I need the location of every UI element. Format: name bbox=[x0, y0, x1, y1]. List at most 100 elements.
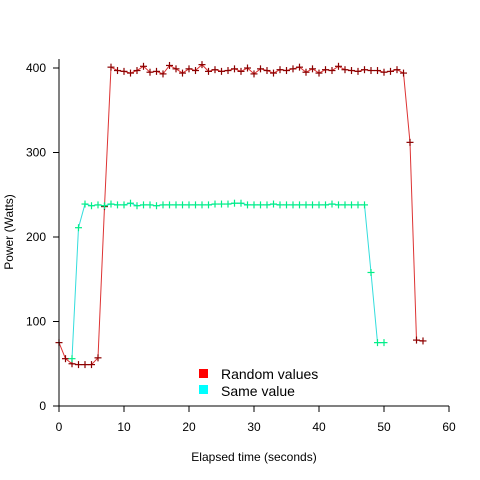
data-point-random-values-3 bbox=[75, 361, 82, 369]
data-point-same-value-15 bbox=[166, 201, 173, 209]
data-point-same-value-38 bbox=[315, 201, 323, 209]
y-ticks: 0 100 200 300 400 bbox=[26, 61, 59, 413]
data-point-random-values-22 bbox=[198, 61, 206, 69]
legend-swatch-same-value bbox=[199, 385, 208, 394]
data-point-same-value-2 bbox=[81, 200, 89, 208]
data-point-random-values-32 bbox=[263, 67, 271, 75]
data-point-random-values-13 bbox=[140, 62, 147, 70]
data-point-random-values-45 bbox=[348, 67, 355, 75]
y-tick-label-200: 200 bbox=[26, 230, 46, 244]
data-point-same-value-28 bbox=[250, 201, 258, 209]
data-point-random-values-12 bbox=[133, 67, 141, 75]
data-point-random-values-54 bbox=[406, 138, 414, 146]
data-point-same-value-14 bbox=[159, 201, 167, 209]
data-point-random-values-5 bbox=[88, 361, 95, 369]
data-point-random-values-31 bbox=[257, 65, 264, 73]
data-point-random-values-35 bbox=[283, 67, 290, 75]
axes bbox=[58, 59, 449, 407]
data-point-random-values-34 bbox=[276, 66, 284, 74]
x-tick-label-60: 60 bbox=[442, 420, 456, 434]
data-point-same-value-6 bbox=[107, 200, 115, 208]
data-point-same-value-11 bbox=[140, 201, 147, 209]
data-point-same-value-44 bbox=[354, 201, 362, 209]
data-point-random-values-20 bbox=[185, 65, 193, 73]
data-point-random-values-10 bbox=[120, 67, 128, 75]
data-point-random-values-11 bbox=[127, 69, 134, 77]
data-point-random-values-29 bbox=[244, 64, 251, 72]
data-point-random-values-55 bbox=[413, 336, 420, 344]
legend: Random values Same value bbox=[199, 366, 318, 399]
data-point-random-values-48 bbox=[367, 67, 375, 75]
data-point-random-values-51 bbox=[387, 67, 394, 75]
data-point-random-values-44 bbox=[341, 66, 349, 74]
plot-markers bbox=[55, 61, 427, 369]
data-point-random-values-28 bbox=[237, 67, 245, 75]
data-point-random-values-27 bbox=[231, 65, 238, 73]
data-point-same-value-8 bbox=[120, 201, 128, 209]
data-point-same-value-23 bbox=[218, 200, 225, 208]
data-point-same-value-29 bbox=[257, 201, 264, 209]
plot-lines bbox=[58, 63, 424, 366]
data-point-same-value-41 bbox=[335, 201, 342, 209]
data-point-same-value-20 bbox=[198, 201, 206, 209]
y-tick-label-0: 0 bbox=[39, 399, 46, 413]
x-tick-label-30: 30 bbox=[247, 420, 261, 434]
data-point-same-value-13 bbox=[153, 202, 160, 210]
data-point-random-values-15 bbox=[153, 67, 160, 75]
data-point-random-values-9 bbox=[114, 67, 121, 75]
data-point-same-value-12 bbox=[146, 201, 154, 209]
data-point-random-values-1 bbox=[62, 355, 69, 363]
data-point-random-values-42 bbox=[328, 67, 336, 75]
y-tick-label-300: 300 bbox=[26, 146, 46, 160]
x-tick-label-20: 20 bbox=[182, 420, 196, 434]
data-point-same-value-47 bbox=[374, 339, 381, 347]
data-point-same-value-39 bbox=[322, 201, 329, 209]
y-tick-label-100: 100 bbox=[26, 315, 46, 329]
data-point-same-value-42 bbox=[341, 201, 349, 209]
data-point-same-value-31 bbox=[270, 200, 277, 208]
data-point-same-value-18 bbox=[185, 201, 193, 209]
legend-swatch-random-values bbox=[199, 369, 208, 378]
data-point-same-value-45 bbox=[361, 201, 368, 209]
data-point-random-values-18 bbox=[172, 65, 180, 73]
data-point-random-values-25 bbox=[218, 67, 225, 75]
data-point-random-values-39 bbox=[309, 65, 316, 73]
data-point-random-values-24 bbox=[211, 66, 219, 74]
data-point-same-value-37 bbox=[309, 201, 316, 209]
data-point-random-values-26 bbox=[224, 67, 232, 75]
data-point-random-values-23 bbox=[205, 67, 212, 75]
data-point-same-value-4 bbox=[94, 201, 102, 209]
data-point-same-value-0 bbox=[68, 355, 76, 363]
y-tick-label-400: 400 bbox=[26, 61, 46, 75]
data-point-random-values-46 bbox=[354, 67, 362, 75]
data-point-random-values-49 bbox=[374, 67, 381, 75]
data-point-same-value-24 bbox=[224, 200, 232, 208]
series-line-random-values bbox=[58, 63, 424, 366]
data-point-same-value-32 bbox=[276, 201, 284, 209]
data-point-same-value-34 bbox=[289, 201, 297, 209]
data-point-random-values-6 bbox=[94, 354, 102, 362]
legend-label-random-values: Random values bbox=[221, 366, 318, 382]
data-point-random-values-33 bbox=[270, 69, 277, 77]
data-point-same-value-33 bbox=[283, 201, 290, 209]
data-point-same-value-21 bbox=[205, 201, 212, 209]
x-tick-label-10: 10 bbox=[117, 420, 131, 434]
data-point-same-value-26 bbox=[237, 199, 245, 207]
series-line-same-value bbox=[71, 202, 384, 359]
data-point-same-value-3 bbox=[88, 202, 95, 210]
data-point-random-values-21 bbox=[192, 67, 199, 75]
data-point-random-values-36 bbox=[289, 65, 297, 73]
data-point-same-value-10 bbox=[133, 202, 141, 210]
data-point-same-value-25 bbox=[231, 199, 238, 207]
data-point-same-value-16 bbox=[172, 201, 180, 209]
data-point-random-values-17 bbox=[166, 61, 173, 69]
data-point-same-value-19 bbox=[192, 201, 199, 209]
data-point-random-values-4 bbox=[81, 361, 89, 369]
data-point-same-value-43 bbox=[348, 201, 355, 209]
data-point-random-values-30 bbox=[250, 70, 258, 78]
data-point-same-value-40 bbox=[328, 200, 336, 208]
legend-label-same-value: Same value bbox=[221, 383, 295, 399]
data-point-same-value-46 bbox=[367, 268, 375, 276]
data-point-random-values-14 bbox=[146, 68, 154, 76]
data-point-same-value-17 bbox=[179, 201, 186, 209]
